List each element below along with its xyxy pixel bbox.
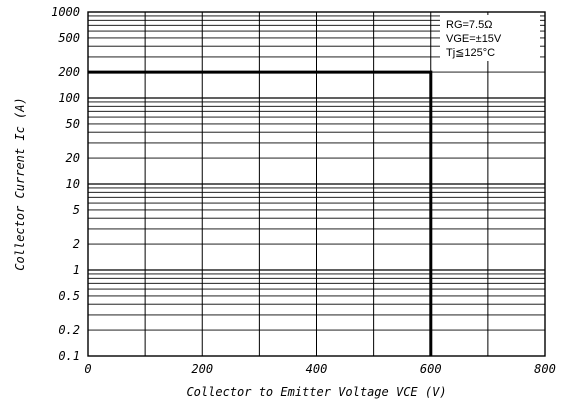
grid <box>88 12 545 356</box>
soa-boundary-line <box>88 70 433 356</box>
y-axis-label: Collector Current Ic (A) <box>13 97 27 270</box>
y-tick-label: 0.5 <box>58 289 80 303</box>
y-tick-label: 1 <box>73 263 80 277</box>
x-tick-label: 600 <box>420 362 442 376</box>
conditions-box: RG=7.5Ω VGE=±15V Tj≦125°C <box>440 15 540 61</box>
y-tick-label: 5 <box>73 203 80 217</box>
series-group <box>88 70 433 356</box>
y-tick-label: 100 <box>58 91 80 105</box>
y-tick-label: 10 <box>66 177 80 191</box>
condition-text: Tj≦125°C <box>446 47 495 59</box>
condition-text: RG=7.5Ω <box>446 19 492 31</box>
y-tick-label: 2 <box>73 237 80 251</box>
x-tick-label: 0 <box>84 362 91 376</box>
y-tick-label: 0.1 <box>58 349 80 363</box>
condition-text: VGE=±15V <box>446 33 502 45</box>
tick-labels: 1000 500 200 100 50 20 10 5 2 1 0.5 0.2 0.1 0 200 400 60… <box>51 5 556 376</box>
x-tick-label: 800 <box>534 362 556 376</box>
conditions-background <box>440 15 540 61</box>
y-tick-label: 1000 <box>51 5 80 19</box>
y-tick-label: 200 <box>58 65 80 79</box>
x-tick-label: 200 <box>191 362 213 376</box>
y-tick-label: 50 <box>66 117 80 131</box>
plot-frame <box>87 11 546 357</box>
x-tick-label: 400 <box>306 362 328 376</box>
y-tick-label: 20 <box>66 151 80 165</box>
x-axis-label: Collector to Emitter Voltage VCE (V) <box>186 385 446 399</box>
y-tick-label: 0.2 <box>58 323 80 337</box>
y-tick-label: 500 <box>58 31 80 45</box>
